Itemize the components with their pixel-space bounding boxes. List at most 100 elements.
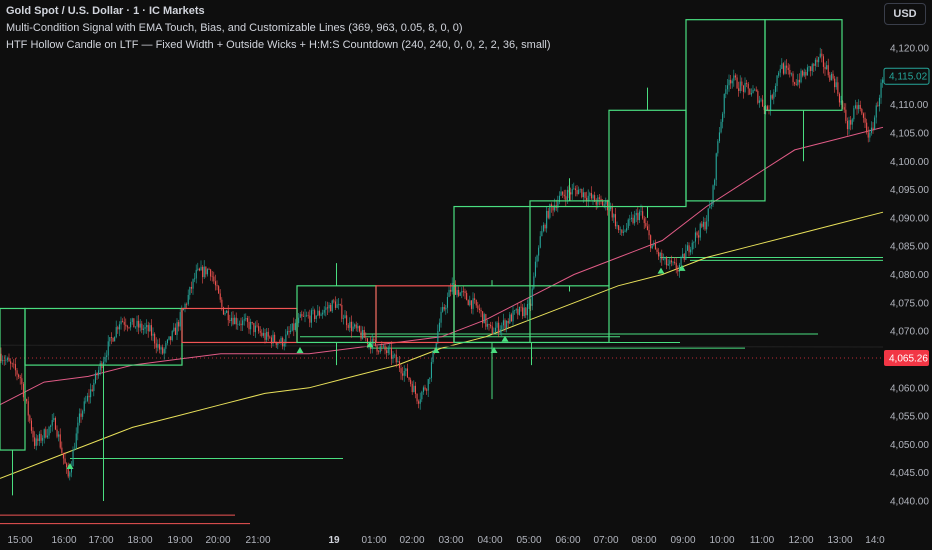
candle-body [88,395,90,398]
candle-body [54,418,56,430]
candle-body [637,212,639,221]
candle-body [682,253,684,258]
candle-body [437,331,439,344]
candle-body [792,73,794,83]
candle-body [301,314,303,317]
candle-body [834,78,836,88]
currency-button[interactable]: USD [884,3,926,25]
candle-body [698,235,700,238]
candle-body [842,101,844,108]
candle-body [778,72,780,76]
candle-body [498,322,500,333]
candle-body [552,206,554,211]
candle-body [211,276,213,278]
candle-body [469,300,471,306]
candle-body [635,212,637,216]
candle-body [619,229,621,231]
candle-body [411,383,413,393]
candle-body [859,104,861,109]
candle-body [445,307,447,310]
candle-body [240,323,242,326]
candle-body [189,287,191,295]
candle-body [632,217,634,224]
candle-body [448,289,450,298]
candle-body [419,399,421,404]
candle-body [202,266,204,278]
candle-body [544,224,546,229]
candle-body [72,449,74,467]
candle-body [669,260,671,265]
candle-body [422,387,424,392]
candle-body [382,345,384,347]
candle-body [43,429,45,438]
candle-body [395,354,397,363]
htf-candle-body [529,200,610,287]
candle-body [426,389,428,391]
candle-body [566,189,568,200]
candle-body [648,229,650,236]
candle-body [819,53,821,58]
price-tick-label: 4,090.00 [890,213,929,224]
price-tick-label: 4,050.00 [890,440,929,451]
candle-body [533,276,535,289]
candle-body [40,433,42,441]
candle-body [0,353,2,362]
candle-body [264,333,266,340]
candle-body [610,206,612,210]
candle-body [654,243,656,250]
candle-body [354,324,356,327]
candle-body [320,314,322,316]
candle-body [98,370,100,376]
candle-body [58,434,60,437]
candle-body [45,429,47,438]
price-tick-label: 4,045.00 [890,468,929,479]
candle-body [640,211,642,212]
candle-body [230,317,232,321]
buy-signal-triangle-icon [490,346,498,353]
candle-body [517,309,519,315]
candle-body [562,191,564,195]
candle-body [168,336,170,340]
candle-body [400,368,402,374]
candle-body [362,329,364,339]
candle-body [736,77,738,89]
candle-body [629,219,631,220]
candle-body [586,197,588,201]
candle-body [754,89,756,91]
candle-body [253,323,255,333]
htf-level-lines [0,257,883,525]
candle-body [109,337,111,342]
candle-body [675,262,677,270]
candle-body [694,232,696,242]
candle-body [51,420,53,426]
candle-body [870,127,872,133]
candle-body [678,264,680,272]
candle-body [690,249,692,253]
candle-body [234,317,236,325]
candle-body [443,306,445,310]
candle-body [266,331,268,340]
candle-body [518,306,520,315]
price-tick-label: 4,060.00 [890,383,929,394]
candle-body [18,374,20,377]
candle-body [832,73,834,79]
candle-body [144,327,146,329]
candle-body [621,229,623,233]
candle-body [714,179,716,186]
candle-body [592,195,594,199]
time-tick-label: 18:00 [127,535,152,546]
candle-body [256,325,258,327]
candle-body [646,226,648,230]
candle-body [275,341,277,345]
candle-body [277,342,279,345]
candle-body [216,285,218,287]
candle-body [858,104,860,110]
candle-body [618,225,620,231]
candle-body [237,323,239,325]
candle-body [306,315,308,317]
candle-body [464,291,466,293]
candle-body [389,347,391,349]
candle-body [840,101,842,103]
candle-body [387,348,389,354]
